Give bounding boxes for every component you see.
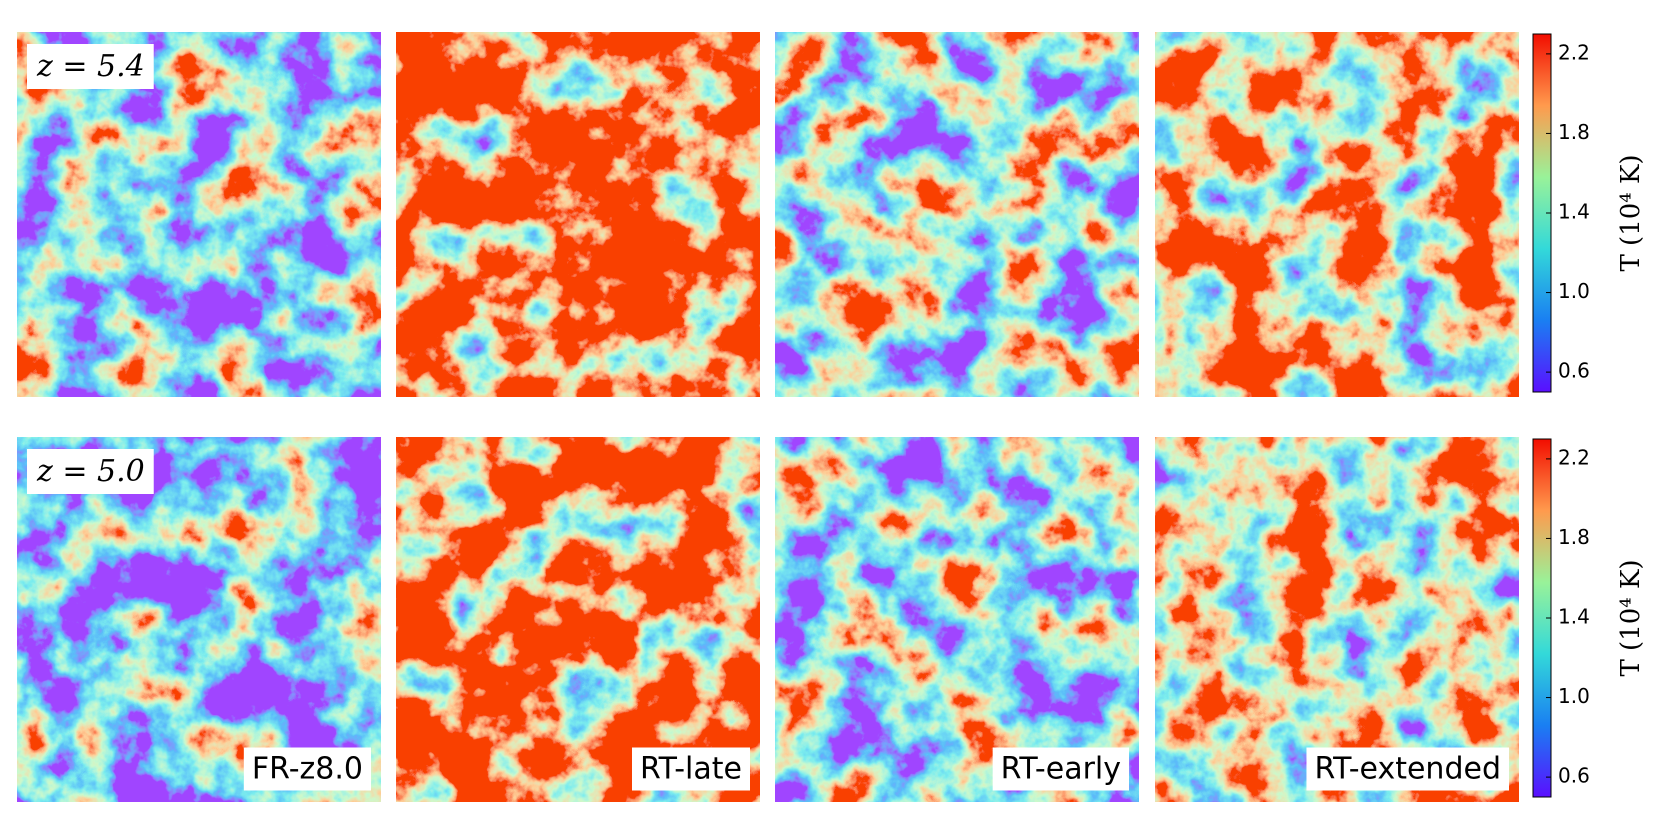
- redshift-label-bg: [27, 44, 154, 89]
- colorbar-tick-label: 1.0: [1558, 279, 1590, 303]
- panel-label: RT-early: [1001, 752, 1121, 787]
- colorbar-tick-label: 1.8: [1558, 120, 1590, 144]
- map-image: [775, 32, 1139, 397]
- map-image: [396, 32, 760, 397]
- panel-label: RT-late: [640, 752, 742, 787]
- colorbar-tick-label: 1.8: [1558, 525, 1590, 549]
- panel-label: FR-z8.0: [252, 752, 363, 787]
- panel-label-bg: [1306, 747, 1509, 791]
- colorbar-label: T (10⁴ K): [1616, 559, 1646, 676]
- map-image: [17, 32, 381, 397]
- panel-label-bg: [243, 747, 371, 791]
- redshift-label-bg: [27, 449, 154, 494]
- colorbar-tick-label: 2.2: [1558, 445, 1590, 469]
- panel-label: RT-extended: [1314, 752, 1501, 787]
- colorbar-tick-label: 1.4: [1558, 605, 1590, 629]
- colorbar-tick-label: 0.6: [1558, 359, 1590, 383]
- panel-label-bg: [632, 747, 750, 791]
- panel-label-bg: [992, 747, 1129, 791]
- map-image: [775, 437, 1139, 802]
- map-image: [1155, 32, 1519, 397]
- colorbar-tick-label: 1.4: [1558, 200, 1590, 224]
- colorbar-tick-label: 0.6: [1558, 764, 1590, 788]
- colorbar-tick-label: 1.0: [1558, 684, 1590, 708]
- colorbar-label: T (10⁴ K): [1616, 154, 1646, 271]
- colorbar-tick-label: 2.2: [1558, 40, 1590, 64]
- map-image: [1155, 437, 1519, 802]
- map-image: [396, 437, 760, 802]
- map-image: [17, 437, 381, 802]
- redshift-label: z = 5.4: [36, 49, 145, 84]
- redshift-label: z = 5.0: [36, 454, 145, 489]
